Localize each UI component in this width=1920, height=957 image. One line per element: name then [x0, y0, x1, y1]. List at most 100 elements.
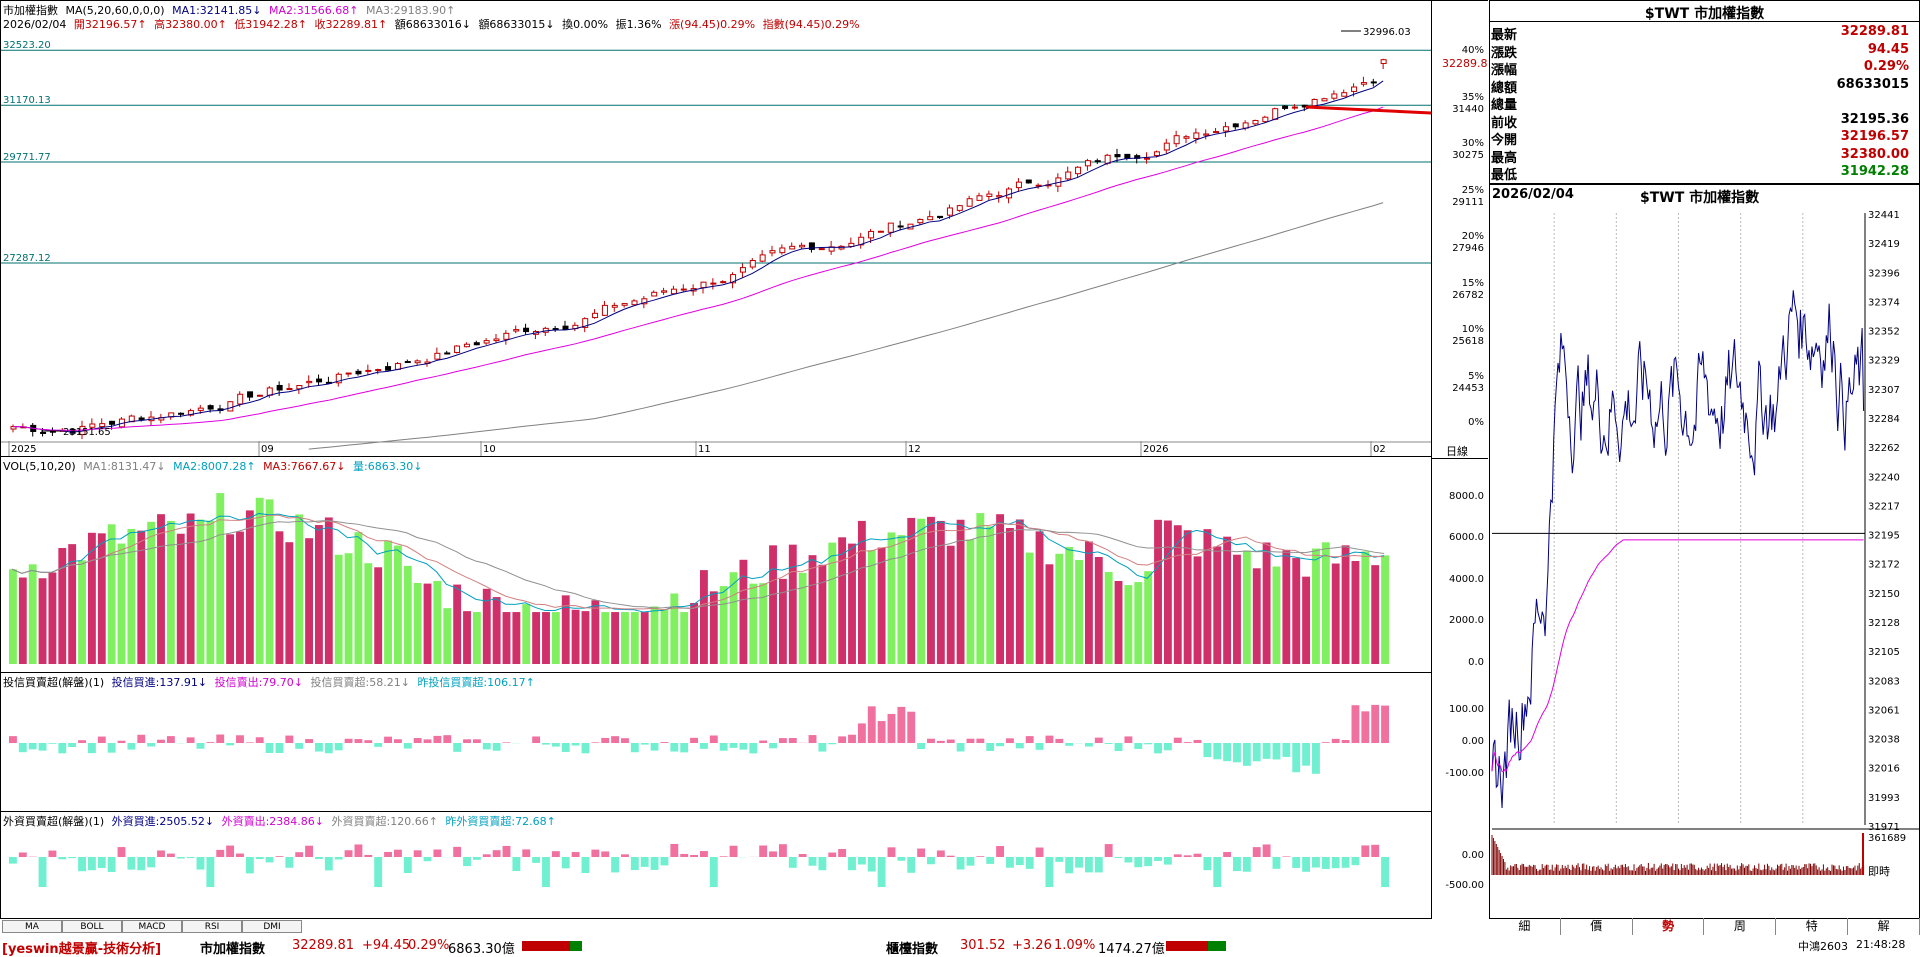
- current-price-label: 32289.8: [1442, 57, 1488, 70]
- trust-bar: [98, 737, 106, 743]
- app-name[interactable]: [yeswin越景贏-技術分析]: [2, 938, 161, 957]
- rsi-button[interactable]: RSI: [182, 920, 242, 933]
- candle: [957, 206, 962, 211]
- candle: [1312, 99, 1317, 105]
- volume-bar: [996, 514, 1004, 664]
- volume-bar: [670, 593, 678, 664]
- intraday-chart[interactable]: 3244132419323963237432352323293230732284…: [1490, 185, 1919, 918]
- trust-bar: [1174, 738, 1182, 743]
- volume-bar: [828, 543, 836, 664]
- intraday-axis-label: 32374: [1868, 297, 1900, 308]
- trust-bar: [1312, 743, 1320, 774]
- trust-bar: [1194, 740, 1202, 743]
- intraday-tab-3[interactable]: 勢: [1633, 918, 1705, 935]
- macd-button[interactable]: MACD: [122, 920, 182, 933]
- volume-bar: [582, 611, 590, 664]
- foreign-bar: [503, 846, 511, 857]
- foreign-bar: [414, 850, 422, 857]
- trust-bar: [1253, 743, 1261, 761]
- volume-bar: [305, 538, 313, 664]
- candle: [524, 328, 529, 331]
- status-index1-name: 市加權指數: [200, 938, 265, 957]
- volume-bar: [1016, 519, 1024, 664]
- vol-axis-label: 8000.0: [1449, 491, 1484, 502]
- trust-bar: [1203, 743, 1211, 757]
- trust-bar: [335, 743, 343, 750]
- candle: [504, 333, 509, 339]
- volume-bar: [631, 612, 639, 664]
- quote-label: 總量: [1491, 94, 1517, 113]
- volume-bar: [1124, 585, 1132, 664]
- trust-bar: [868, 706, 876, 743]
- volume-bar: [897, 535, 905, 664]
- foreign-bar: [256, 857, 264, 859]
- volume-bar: [917, 519, 925, 664]
- quote-label: 前收: [1491, 112, 1517, 131]
- foreign-bar: [700, 851, 708, 857]
- foreign-bar: [591, 850, 599, 857]
- intraday-axis-label: 32061: [1868, 705, 1900, 716]
- candle: [1016, 182, 1021, 187]
- ma-button[interactable]: MA: [2, 920, 62, 933]
- trust-bar: [601, 738, 609, 743]
- candle: [967, 199, 972, 206]
- intraday-tab-2[interactable]: 價: [1561, 918, 1633, 935]
- candle: [918, 219, 923, 222]
- trust-bar: [48, 743, 56, 744]
- status-index2-amount: 1474.27億: [1098, 938, 1165, 957]
- quote-value: 32289.81: [1841, 24, 1909, 39]
- intraday-tab-4[interactable]: 周: [1705, 918, 1777, 935]
- trust-bar: [453, 743, 461, 752]
- trust-bar: [78, 740, 86, 743]
- volume-bar: [503, 612, 511, 664]
- volume-bar: [1233, 555, 1241, 664]
- foreign-bar: [730, 846, 738, 857]
- status-right-stock[interactable]: 中鴻2603: [1798, 938, 1848, 954]
- foreign-bar: [1046, 857, 1054, 887]
- trust-bar: [1036, 743, 1044, 750]
- foreign-chart[interactable]: [1, 812, 1431, 918]
- trust-bar: [552, 743, 560, 747]
- trust-bar: [739, 743, 747, 750]
- foreign-bar: [1332, 857, 1340, 868]
- volume-bar: [858, 521, 866, 664]
- intraday-tab-1[interactable]: 細: [1489, 918, 1561, 935]
- trust-bar: [888, 714, 896, 743]
- volume-bar: [19, 578, 27, 664]
- volume-bar: [108, 524, 116, 664]
- foreign-bar: [187, 857, 195, 858]
- x-tick-label: 11: [698, 444, 711, 455]
- candle: [445, 353, 450, 354]
- volume-bar: [591, 600, 599, 664]
- trust-panel: 投信買賣超(解盤)(1) 投信買進:137.91↓ 投信賣出:79.70↓ 投信…: [0, 672, 1432, 812]
- foreign-bar: [1144, 857, 1152, 866]
- axis-pct-label: 0%: [1468, 417, 1484, 428]
- trust-bar: [394, 739, 402, 743]
- intraday-tab-6[interactable]: 解: [1848, 918, 1920, 935]
- volume-bar: [1075, 560, 1083, 664]
- price-chart[interactable]: 32523.2031170.1329771.7727287.1232996.03…: [1, 1, 1431, 456]
- volume-bar: [621, 612, 629, 664]
- trust-bar: [285, 736, 293, 743]
- status-index2-pct: 1.09%: [1054, 938, 1095, 953]
- foreign-bar: [661, 857, 669, 865]
- dmi-button[interactable]: DMI: [242, 920, 302, 933]
- trust-chart[interactable]: [1, 673, 1431, 811]
- candle: [553, 329, 558, 330]
- intraday-axis-label: 32217: [1868, 501, 1900, 512]
- candle: [267, 388, 272, 395]
- axis-pct-label: 35%: [1462, 92, 1484, 103]
- trust-bar: [1055, 739, 1063, 743]
- volume-chart[interactable]: [1, 457, 1431, 672]
- trust-bar: [1263, 743, 1271, 759]
- volume-bar: [1055, 554, 1063, 664]
- quote-label: 最新: [1491, 24, 1517, 43]
- candle: [1154, 152, 1159, 156]
- foreign-bar: [295, 852, 303, 857]
- quote-value: 0.29%: [1864, 59, 1909, 74]
- volume-bar: [364, 563, 372, 664]
- volume-bar: [838, 537, 846, 664]
- trust-bar: [690, 738, 698, 743]
- boll-button[interactable]: BOLL: [62, 920, 122, 933]
- intraday-tab-5[interactable]: 特: [1776, 918, 1848, 935]
